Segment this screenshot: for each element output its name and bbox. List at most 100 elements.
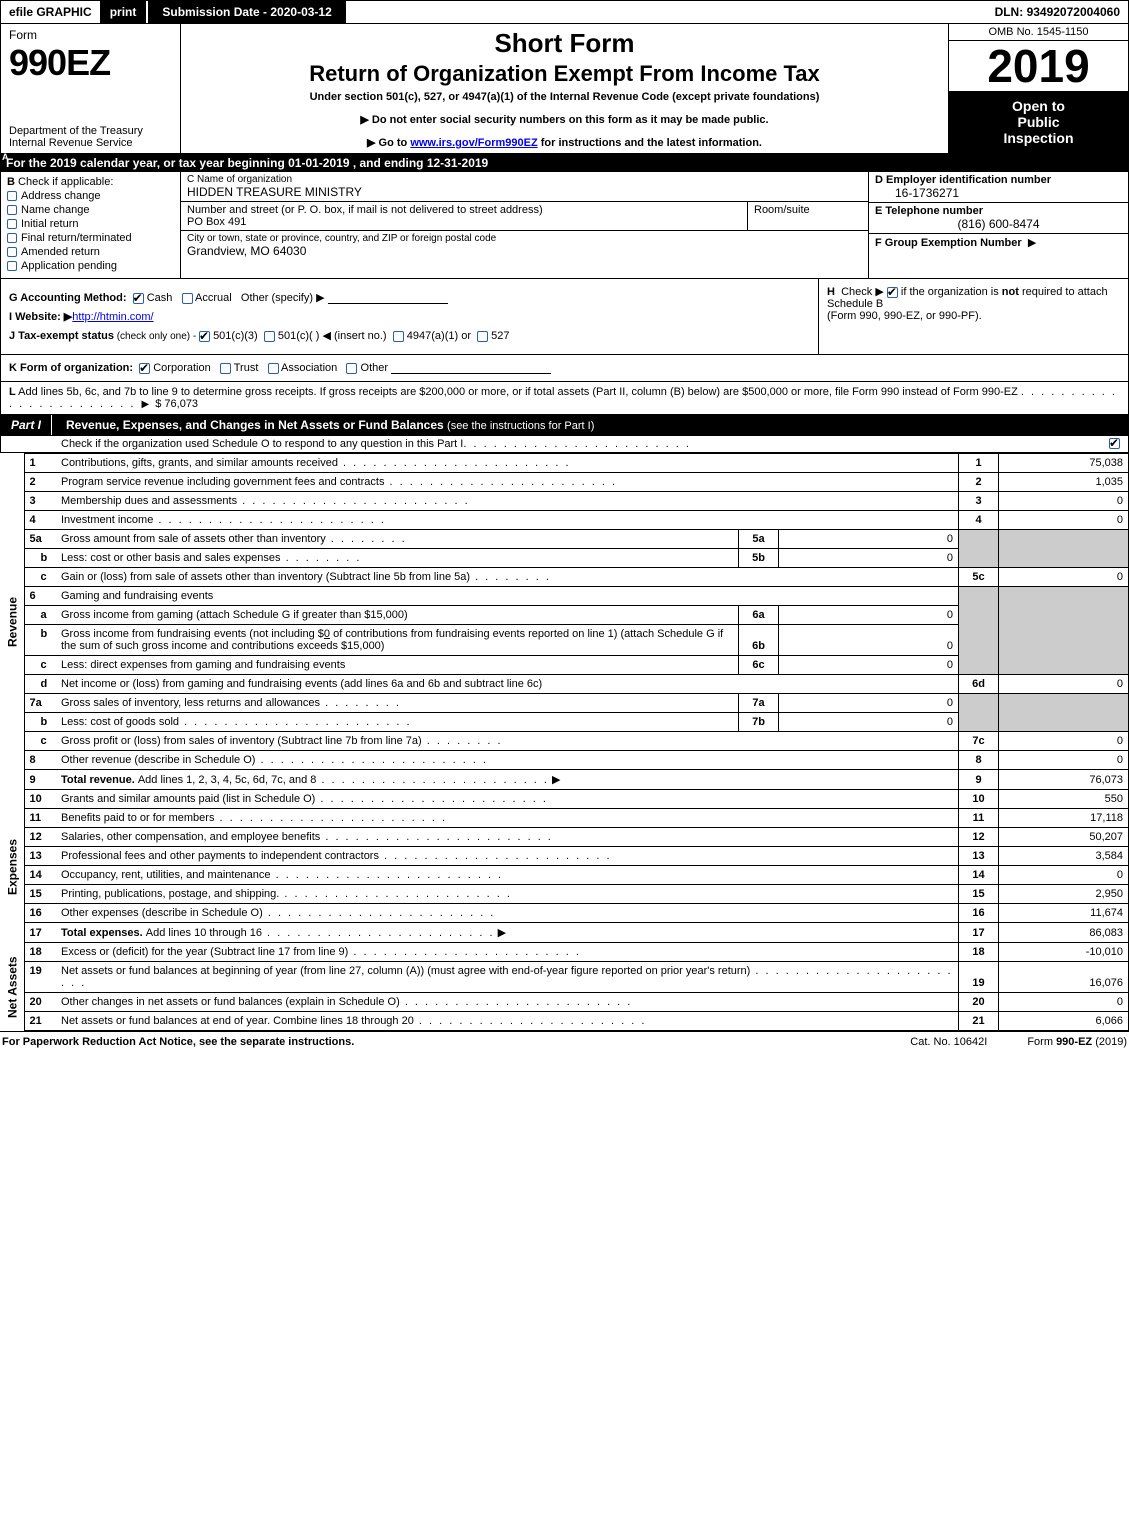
check-name-change[interactable]: Name change bbox=[7, 204, 174, 216]
line17-amount: 86,083 bbox=[999, 923, 1129, 943]
line2-amount: 1,035 bbox=[999, 473, 1129, 492]
expenses-side-label: Expenses bbox=[0, 790, 24, 943]
address-label: Number and street (or P. O. box, if mail… bbox=[187, 204, 741, 216]
tax-year-row: For the 2019 calendar year, or tax year … bbox=[0, 154, 1129, 172]
phone-value: (816) 600-8474 bbox=[875, 217, 1122, 231]
check-final-return[interactable]: Final return/terminated bbox=[7, 232, 174, 244]
line20-amount: 0 bbox=[999, 993, 1129, 1012]
table-row: 12 Salaries, other compensation, and emp… bbox=[0, 828, 1129, 847]
table-row: 20 Other changes in net assets or fund b… bbox=[0, 993, 1129, 1012]
goto-notice: ▶ Go to www.irs.gov/Form990EZ for instru… bbox=[189, 136, 940, 149]
org-name-label: C Name of organization bbox=[187, 174, 862, 185]
omb-number: OMB No. 1545-1150 bbox=[949, 24, 1128, 41]
check-501c3[interactable] bbox=[199, 331, 210, 342]
section-c: C Name of organization HIDDEN TREASURE M… bbox=[181, 172, 868, 278]
check-cash[interactable] bbox=[133, 293, 144, 304]
check-address-change[interactable]: Address change bbox=[7, 190, 174, 202]
form-header: Form 990EZ Department of the Treasury In… bbox=[0, 24, 1129, 154]
check-association[interactable] bbox=[268, 363, 279, 374]
top-toolbar: efile GRAPHIC print Submission Date - 20… bbox=[0, 0, 1129, 24]
ghi-block: G Accounting Method: Cash Accrual Other … bbox=[0, 279, 1129, 355]
line15-amount: 2,950 bbox=[999, 885, 1129, 904]
ssn-notice: ▶ Do not enter social security numbers o… bbox=[189, 113, 940, 126]
part1-title: Revenue, Expenses, and Changes in Net As… bbox=[62, 415, 598, 435]
line6a-amount: 0 bbox=[779, 606, 959, 625]
website-line: I Website: ▶http://htmin.com/ bbox=[9, 310, 810, 323]
line6b-amount: 0 bbox=[779, 625, 959, 656]
arrow-icon bbox=[138, 398, 152, 410]
line19-amount: 16,076 bbox=[999, 962, 1129, 993]
gross-receipts-amount: $ 76,073 bbox=[155, 398, 198, 410]
section-k: K Form of organization: Corporation Trus… bbox=[0, 355, 1129, 382]
table-row: Revenue 1 Contributions, gifts, grants, … bbox=[0, 454, 1129, 473]
header-center: Short Form Return of Organization Exempt… bbox=[181, 24, 948, 153]
check-corporation[interactable] bbox=[139, 363, 150, 374]
other-org-input[interactable] bbox=[391, 373, 551, 374]
check-application-pending[interactable]: Application pending bbox=[7, 260, 174, 272]
instructions-link[interactable]: www.irs.gov/Form990EZ bbox=[410, 137, 537, 149]
grey-cell bbox=[959, 587, 999, 675]
page-footer: For Paperwork Reduction Act Notice, see … bbox=[0, 1031, 1129, 1052]
check-527[interactable] bbox=[477, 331, 488, 342]
table-row: d Net income or (loss) from gaming and f… bbox=[0, 675, 1129, 694]
ein-value: 16-1736271 bbox=[875, 186, 1122, 200]
line10-amount: 550 bbox=[999, 790, 1129, 809]
table-row: 11 Benefits paid to or for members 11 17… bbox=[0, 809, 1129, 828]
check-amended-return[interactable]: Amended return bbox=[7, 246, 174, 258]
phone-label: E Telephone number bbox=[875, 205, 983, 217]
line3-amount: 0 bbox=[999, 492, 1129, 511]
catalog-number: Cat. No. 10642I bbox=[910, 1036, 987, 1048]
check-initial-return[interactable]: Initial return bbox=[7, 218, 174, 230]
check-trust[interactable] bbox=[220, 363, 231, 374]
short-form-title: Short Form bbox=[189, 28, 940, 59]
line12-amount: 50,207 bbox=[999, 828, 1129, 847]
table-row: 21 Net assets or fund balances at end of… bbox=[0, 1012, 1129, 1031]
table-row: Net Assets 18 Excess or (deficit) for th… bbox=[0, 943, 1129, 962]
table-row: 3 Membership dues and assessments 3 0 bbox=[0, 492, 1129, 511]
city-label: City or town, state or province, country… bbox=[187, 233, 862, 244]
table-row: 9 Total revenue. Add lines 1, 2, 3, 4, 5… bbox=[0, 770, 1129, 790]
check-schedule-o-part1[interactable] bbox=[1109, 438, 1120, 449]
dln-value: 93492072004060 bbox=[1027, 5, 1120, 19]
check-other-org[interactable] bbox=[346, 363, 357, 374]
line14-amount: 0 bbox=[999, 866, 1129, 885]
line6c-amount: 0 bbox=[779, 656, 959, 675]
table-row: 7a Gross sales of inventory, less return… bbox=[0, 694, 1129, 713]
table-row: c Gross profit or (loss) from sales of i… bbox=[0, 732, 1129, 751]
part1-label: Part I bbox=[1, 415, 52, 435]
grey-cell bbox=[959, 530, 999, 568]
part1-header: Part I Revenue, Expenses, and Changes in… bbox=[0, 415, 1129, 436]
group-exemption-label: F Group Exemption Number bbox=[875, 237, 1022, 249]
grey-cell bbox=[999, 530, 1129, 568]
website-link[interactable]: http://htmin.com/ bbox=[72, 311, 153, 323]
section-b: B Check if applicable: Address change Na… bbox=[1, 172, 181, 278]
room-label: Room/suite bbox=[754, 204, 862, 216]
efile-label: efile GRAPHIC bbox=[1, 1, 100, 23]
return-title: Return of Organization Exempt From Incom… bbox=[189, 61, 940, 87]
section-l: L Add lines 5b, 6c, and 7b to line 9 to … bbox=[0, 382, 1129, 415]
table-row: 6 Gaming and fundraising events bbox=[0, 587, 1129, 606]
check-schedule-b[interactable] bbox=[887, 287, 898, 298]
grey-cell bbox=[999, 694, 1129, 732]
part1-table: Revenue 1 Contributions, gifts, grants, … bbox=[0, 453, 1129, 1031]
header-right: OMB No. 1545-1150 2019 Open to Public In… bbox=[948, 24, 1128, 153]
line18-amount: -10,010 bbox=[999, 943, 1129, 962]
other-specify-input[interactable] bbox=[328, 303, 448, 304]
check-501c[interactable] bbox=[264, 331, 275, 342]
print-button[interactable]: print bbox=[100, 1, 149, 23]
line7c-amount: 0 bbox=[999, 732, 1129, 751]
submission-date-button[interactable]: Submission Date - 2020-03-12 bbox=[148, 1, 347, 23]
netassets-side-label: Net Assets bbox=[0, 943, 24, 1031]
table-row: 2 Program service revenue including gove… bbox=[0, 473, 1129, 492]
line5b-amount: 0 bbox=[779, 549, 959, 568]
ghi-left: G Accounting Method: Cash Accrual Other … bbox=[1, 279, 818, 354]
section-def: D Employer identification number 16-1736… bbox=[868, 172, 1128, 278]
table-row: 13 Professional fees and other payments … bbox=[0, 847, 1129, 866]
part1-check-row: Check if the organization used Schedule … bbox=[0, 436, 1129, 453]
line6d-amount: 0 bbox=[999, 675, 1129, 694]
check-accrual[interactable] bbox=[182, 293, 193, 304]
check-4947[interactable] bbox=[393, 331, 404, 342]
table-row: 17 Total expenses. Add lines 10 through … bbox=[0, 923, 1129, 943]
table-row: 14 Occupancy, rent, utilities, and maint… bbox=[0, 866, 1129, 885]
table-row: 5a Gross amount from sale of assets othe… bbox=[0, 530, 1129, 549]
